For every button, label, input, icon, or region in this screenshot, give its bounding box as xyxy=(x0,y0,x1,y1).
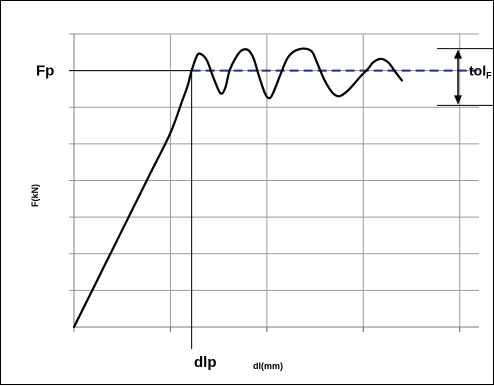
vertical-grid xyxy=(169,34,461,332)
axes xyxy=(73,34,479,328)
y-axis-label: F(kN) xyxy=(30,184,40,207)
reference-lines xyxy=(69,69,475,349)
tolerance-arrowhead-down xyxy=(454,95,462,105)
tolerance-marker xyxy=(437,48,494,106)
dlp-label: dlp xyxy=(194,354,217,371)
tolerance-label: tolF xyxy=(469,63,492,81)
series-line-0 xyxy=(72,47,403,329)
axis-ticks xyxy=(73,327,461,332)
tolerance-label-text: tol xyxy=(469,63,486,79)
series-group xyxy=(72,47,403,329)
tolerance-arrowhead-up xyxy=(454,49,462,59)
x-axis-label: dl(mm) xyxy=(253,361,283,371)
tolerance-label-subscript: F xyxy=(486,71,492,81)
fp-label: Fp xyxy=(36,63,54,80)
horizontal-grid xyxy=(69,33,479,291)
